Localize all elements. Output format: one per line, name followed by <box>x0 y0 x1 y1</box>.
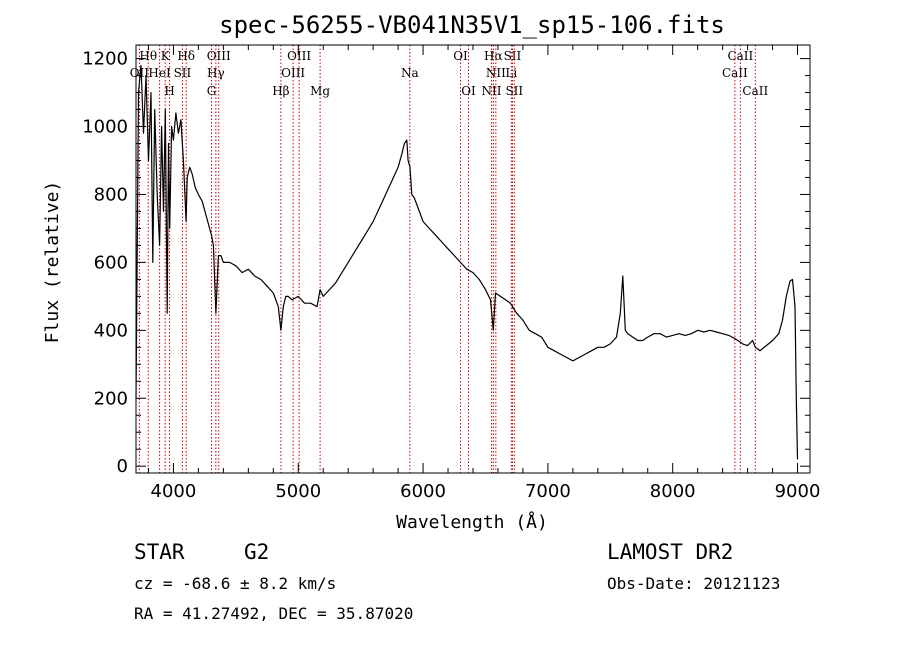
y-tick-label: 800 <box>94 184 128 205</box>
survey-name: LAMOST DR2 <box>607 540 734 564</box>
line-marker-label: OI <box>461 84 476 98</box>
line-marker-label: NII <box>486 66 506 80</box>
observation-date: Obs-Date: 20121123 <box>607 574 781 593</box>
y-tick-label: 0 <box>117 456 128 477</box>
object-class: STAR <box>134 540 185 564</box>
y-tick-label: 600 <box>94 252 128 273</box>
x-tick-label: 4000 <box>151 481 197 502</box>
plot-frame <box>135 44 811 474</box>
x-tick-label: 8000 <box>650 481 696 502</box>
line-marker-label: Mg <box>310 84 330 98</box>
spectrum-line <box>135 64 799 460</box>
line-marker-label: OIII <box>287 49 311 63</box>
line-marker-label: CaII <box>722 66 748 80</box>
line-marker-label: Hα <box>484 49 503 63</box>
line-marker-label: H <box>164 84 174 98</box>
x-tick-label: 6000 <box>400 481 446 502</box>
x-tick-label: 5000 <box>275 481 321 502</box>
line-marker-label: OII <box>130 66 150 80</box>
line-marker-label: Hβ <box>272 84 289 98</box>
redshift-velocity: cz = -68.6 ± 8.2 km/s <box>134 574 337 593</box>
line-marker-label: Hγ <box>207 66 225 80</box>
line-marker-label: Hθ <box>139 49 157 63</box>
y-tick-label: 400 <box>94 320 128 341</box>
line-marker-label: SII <box>505 84 523 98</box>
line-marker-label: OIII <box>281 66 305 80</box>
line-marker-label: G <box>207 84 217 98</box>
x-tick-label: 9000 <box>775 481 821 502</box>
line-marker-label: CaII <box>742 84 768 98</box>
y-tick-label: 200 <box>94 388 128 409</box>
line-marker-label: SII <box>504 49 522 63</box>
line-marker-label: K <box>161 49 171 63</box>
chart-title: spec-56255-VB041N35V1_sp15-106.fits <box>219 11 725 39</box>
line-marker-label: NII <box>481 84 501 98</box>
y-tick-label: 1000 <box>82 117 128 138</box>
object-subclass: G2 <box>244 540 270 564</box>
x-axis-label: Wavelength (Å) <box>396 511 548 533</box>
line-marker-label: HeI <box>148 66 171 80</box>
line-marker-label: Li <box>505 66 517 80</box>
y-tick-label: 1200 <box>82 49 128 70</box>
line-marker-label: Hδ <box>177 49 195 63</box>
line-marker-label: CaII <box>727 49 753 63</box>
x-tick-label: 7000 <box>525 481 571 502</box>
line-marker-label: OI <box>453 49 468 63</box>
y-axis-label: Flux (relative) <box>42 181 63 344</box>
ra-dec-coordinates: RA = 41.27492, DEC = 35.87020 <box>134 604 414 623</box>
line-marker-label: Na <box>401 66 419 80</box>
line-marker-label: OIII <box>207 49 231 63</box>
line-marker-label: SII <box>174 66 192 80</box>
